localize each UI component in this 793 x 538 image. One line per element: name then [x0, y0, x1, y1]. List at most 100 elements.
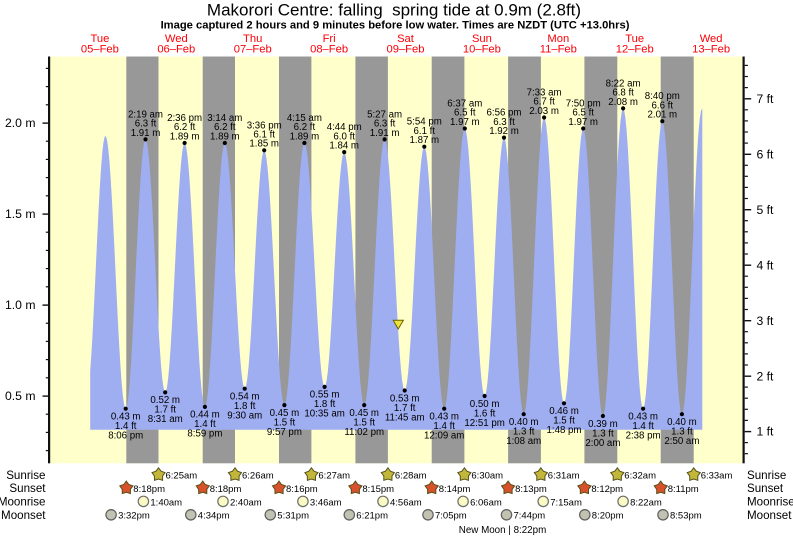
- svg-text:8:31 am: 8:31 am: [148, 414, 183, 425]
- svg-text:8:40 pm: 8:40 pm: [645, 91, 680, 102]
- svg-text:6 ft: 6 ft: [757, 147, 775, 161]
- svg-text:7:05pm: 7:05pm: [435, 511, 467, 522]
- svg-text:0.5 m: 0.5 m: [5, 389, 35, 403]
- svg-text:2.01 m: 2.01 m: [647, 110, 677, 121]
- svg-text:8:06 pm: 8:06 pm: [108, 431, 143, 442]
- svg-text:Tue: Tue: [625, 33, 644, 45]
- svg-text:5 ft: 5 ft: [757, 203, 775, 217]
- svg-text:2 ft: 2 ft: [757, 369, 775, 383]
- svg-text:8:15pm: 8:15pm: [362, 484, 394, 495]
- svg-text:0.50 m: 0.50 m: [470, 399, 500, 410]
- svg-text:5:27 am: 5:27 am: [367, 109, 402, 120]
- svg-text:2:00 am: 2:00 am: [585, 438, 620, 449]
- svg-text:6.8 ft: 6.8 ft: [612, 88, 634, 99]
- svg-text:11–Feb: 11–Feb: [540, 44, 577, 56]
- svg-text:10–Feb: 10–Feb: [463, 44, 501, 56]
- svg-text:Moonrise: Moonrise: [747, 496, 793, 509]
- svg-text:0.40 m: 0.40 m: [509, 417, 539, 428]
- svg-text:3:46am: 3:46am: [310, 497, 342, 508]
- svg-text:09–Feb: 09–Feb: [387, 44, 425, 56]
- svg-text:2:36 pm: 2:36 pm: [167, 113, 202, 124]
- svg-text:6.6 ft: 6.6 ft: [652, 100, 674, 111]
- svg-text:1.91 m: 1.91 m: [131, 128, 161, 139]
- svg-text:7:33 am: 7:33 am: [527, 88, 562, 99]
- svg-text:6:26am: 6:26am: [242, 471, 274, 482]
- svg-text:1.5 ft: 1.5 ft: [274, 417, 296, 428]
- svg-text:6.2 ft: 6.2 ft: [214, 122, 236, 133]
- svg-text:1.92 m: 1.92 m: [489, 126, 519, 137]
- svg-text:8:18pm: 8:18pm: [210, 484, 242, 495]
- svg-text:8:53pm: 8:53pm: [670, 511, 702, 522]
- svg-text:Sat: Sat: [397, 33, 415, 45]
- svg-text:2:38 pm: 2:38 pm: [626, 431, 661, 442]
- svg-text:0.46 m: 0.46 m: [549, 406, 579, 417]
- svg-text:0.39 m: 0.39 m: [588, 419, 618, 430]
- svg-text:2:50 am: 2:50 am: [664, 436, 699, 447]
- svg-text:4:15 am: 4:15 am: [287, 113, 322, 124]
- svg-text:Makorori Centre: falling spri: Makorori Centre: falling spring tide at …: [207, 1, 581, 20]
- svg-text:8:59 pm: 8:59 pm: [187, 429, 222, 440]
- svg-text:1.91 m: 1.91 m: [370, 128, 400, 139]
- svg-text:11:02 pm: 11:02 pm: [344, 427, 384, 438]
- svg-text:1:48 pm: 1:48 pm: [546, 425, 581, 436]
- svg-text:Sunrise: Sunrise: [6, 469, 45, 482]
- svg-text:6:37 am: 6:37 am: [447, 99, 482, 110]
- svg-text:Moonset: Moonset: [1, 509, 46, 522]
- svg-text:12:09 am: 12:09 am: [424, 431, 464, 442]
- svg-text:08–Feb: 08–Feb: [310, 44, 348, 56]
- svg-text:6.3 ft: 6.3 ft: [493, 117, 515, 128]
- svg-text:2.0 m: 2.0 m: [5, 116, 35, 130]
- svg-text:2:40am: 2:40am: [230, 497, 262, 508]
- svg-text:06–Feb: 06–Feb: [157, 44, 195, 56]
- svg-text:4:34pm: 4:34pm: [198, 511, 230, 522]
- svg-text:0.43 m: 0.43 m: [628, 412, 658, 423]
- svg-text:1.8 ft: 1.8 ft: [314, 399, 336, 410]
- svg-text:9:30 am: 9:30 am: [227, 411, 262, 422]
- svg-text:0.45 m: 0.45 m: [349, 408, 379, 419]
- svg-text:6:30am: 6:30am: [471, 471, 503, 482]
- svg-text:1.89 m: 1.89 m: [170, 131, 200, 142]
- svg-text:6:31am: 6:31am: [548, 471, 580, 482]
- svg-text:1.5 m: 1.5 m: [5, 207, 35, 221]
- svg-text:8:22 am: 8:22 am: [606, 78, 641, 89]
- svg-text:8:22am: 8:22am: [630, 497, 662, 508]
- svg-text:6.3 ft: 6.3 ft: [374, 119, 396, 130]
- svg-text:Sun: Sun: [472, 33, 492, 45]
- svg-text:07–Feb: 07–Feb: [234, 44, 272, 56]
- svg-text:Wed: Wed: [165, 33, 188, 45]
- svg-text:1.85 m: 1.85 m: [249, 139, 279, 150]
- svg-text:7 ft: 7 ft: [757, 92, 775, 106]
- svg-text:6.3 ft: 6.3 ft: [135, 119, 157, 130]
- svg-text:6.1 ft: 6.1 ft: [253, 130, 275, 141]
- svg-text:1.6 ft: 1.6 ft: [474, 408, 496, 419]
- svg-text:6:32am: 6:32am: [624, 471, 656, 482]
- svg-text:Thu: Thu: [243, 33, 262, 45]
- svg-text:12:51 pm: 12:51 pm: [464, 418, 504, 429]
- svg-text:0.53 m: 0.53 m: [390, 393, 420, 404]
- svg-text:8:16pm: 8:16pm: [286, 484, 318, 495]
- svg-text:3 ft: 3 ft: [757, 314, 775, 328]
- svg-text:1.4 ft: 1.4 ft: [433, 421, 455, 432]
- svg-text:Moonrise: Moonrise: [0, 496, 46, 509]
- svg-text:6.0 ft: 6.0 ft: [333, 131, 355, 142]
- svg-text:1.3 ft: 1.3 ft: [513, 427, 535, 438]
- svg-text:8:12pm: 8:12pm: [591, 484, 623, 495]
- svg-text:6.1 ft: 6.1 ft: [414, 126, 436, 137]
- svg-text:Wed: Wed: [700, 33, 723, 45]
- svg-text:1.4 ft: 1.4 ft: [632, 421, 654, 432]
- svg-text:0.40 m: 0.40 m: [667, 417, 697, 428]
- svg-text:1.7 ft: 1.7 ft: [154, 405, 176, 416]
- svg-text:Mon: Mon: [547, 33, 569, 45]
- svg-text:9:57 pm: 9:57 pm: [267, 427, 302, 438]
- svg-text:1.84 m: 1.84 m: [329, 141, 359, 152]
- svg-text:Fri: Fri: [323, 33, 336, 45]
- svg-text:1 ft: 1 ft: [757, 425, 775, 439]
- svg-text:1.3 ft: 1.3 ft: [671, 427, 693, 438]
- svg-text:8:13pm: 8:13pm: [515, 484, 547, 495]
- svg-text:New Moon | 8:22pm: New Moon | 8:22pm: [459, 525, 547, 536]
- svg-text:6.2 ft: 6.2 ft: [294, 122, 316, 133]
- svg-text:1.89 m: 1.89 m: [210, 131, 240, 142]
- svg-text:0.43 m: 0.43 m: [429, 412, 459, 423]
- svg-text:1:08 am: 1:08 am: [506, 436, 541, 447]
- svg-text:1.4 ft: 1.4 ft: [194, 419, 216, 430]
